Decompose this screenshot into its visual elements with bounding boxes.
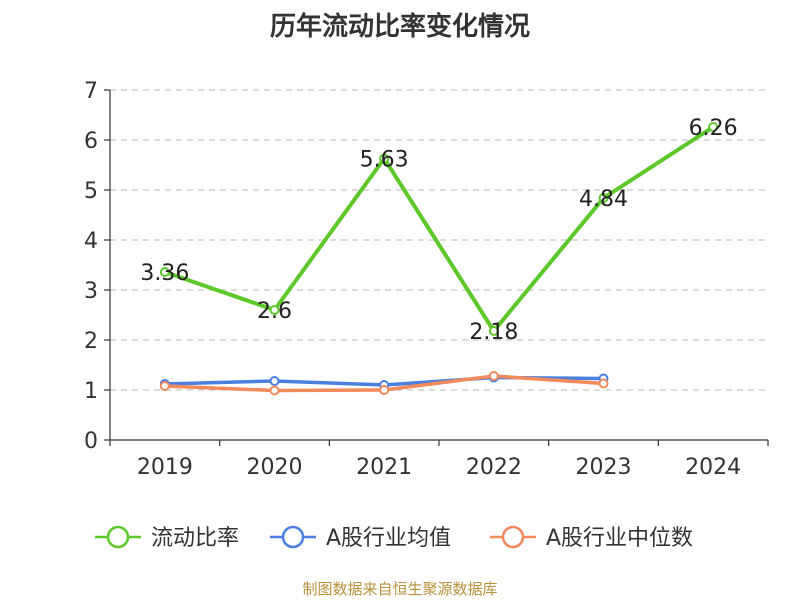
chart-title: 历年流动比率变化情况 xyxy=(269,12,530,42)
data-point xyxy=(488,371,499,381)
y-tick-label: 5 xyxy=(84,179,98,204)
x-tick-label: 2019 xyxy=(137,455,193,480)
data-label: 5.63 xyxy=(360,148,409,173)
data-point xyxy=(598,378,609,389)
data-point xyxy=(379,153,390,164)
legend-label: A股行业中位数 xyxy=(546,526,693,551)
y-tick-label: 3 xyxy=(84,279,98,304)
legend-label: A股行业均值 xyxy=(326,526,451,551)
x-tick-label: 2021 xyxy=(356,455,412,480)
y-tick-label: 2 xyxy=(84,329,98,354)
y-tick-label: 4 xyxy=(84,229,98,254)
y-tick-label: 6 xyxy=(84,129,98,154)
data-point xyxy=(159,267,170,277)
series-line-0 xyxy=(164,125,715,333)
x-tick-label: 2023 xyxy=(576,455,632,480)
y-tick-label: 1 xyxy=(84,379,98,404)
y-tick-label: 7 xyxy=(84,79,98,104)
x-tick-label: 2020 xyxy=(247,455,303,480)
data-label: 3.36 xyxy=(140,261,189,286)
data-point xyxy=(708,122,719,132)
data-point xyxy=(269,385,280,396)
legend-label: 流动比率 xyxy=(151,526,239,551)
data-point xyxy=(488,326,499,336)
legend-marker xyxy=(281,525,305,549)
data-label: 2.18 xyxy=(469,320,518,345)
x-tick-label: 2024 xyxy=(685,455,741,480)
legend-marker xyxy=(501,525,525,549)
data-label: 6.26 xyxy=(689,116,738,141)
data-point xyxy=(379,385,390,395)
data-point xyxy=(159,381,170,391)
legend-marker xyxy=(106,525,130,549)
data-point xyxy=(269,376,280,386)
source-note: 制图数据来自恒生聚源数据库 xyxy=(302,580,498,598)
x-tick-label: 2022 xyxy=(466,455,522,480)
data-point xyxy=(269,305,280,315)
data-point xyxy=(598,193,609,203)
data-label: 4.84 xyxy=(579,187,628,212)
y-tick-label: 0 xyxy=(84,429,98,454)
data-label: 2.6 xyxy=(257,299,292,324)
